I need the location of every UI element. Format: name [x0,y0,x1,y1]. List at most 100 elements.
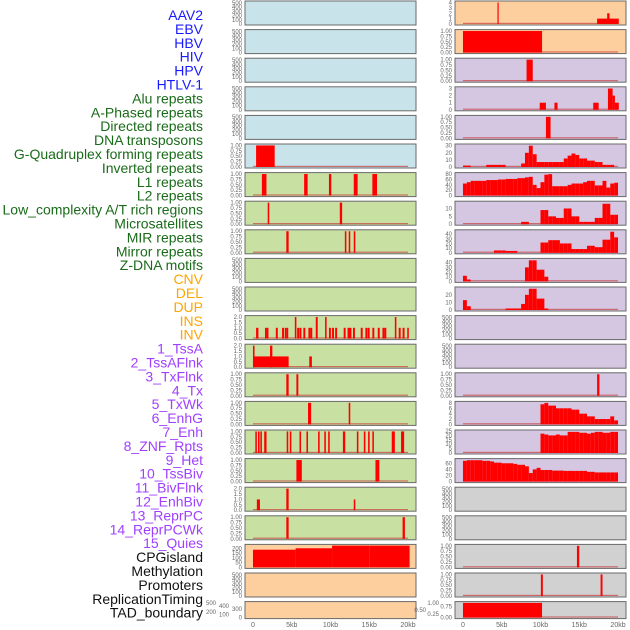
track-panel: 0.000.250.500.751.00 [230,401,417,428]
track-label: Promoters [138,577,203,593]
y-tick-label: 1.0 [234,326,243,332]
data-bar [579,183,584,196]
y-tick-label: 60 [445,461,452,467]
y-tick-label: 1.00 [230,515,242,521]
data-bar [556,186,560,196]
data-bar [462,165,467,167]
y-tick-label: 0.75 [440,549,452,555]
data-bar [544,174,549,196]
track-panel: 0.000.250.500.751.00 [440,58,627,85]
data-bar [353,499,356,511]
y-tick-label: 0.50 [230,154,242,160]
y-tick-label: 0.00 [440,51,452,57]
data-bar [391,431,395,453]
data-bar [328,431,330,453]
data-bar [513,250,518,253]
data-bar [375,460,380,482]
y-tick-label: 500 [232,58,243,64]
y-tick-label: 1.00 [440,58,452,64]
data-bar [501,463,506,482]
data-bar [501,164,506,167]
y-tick-label: 2.0 [234,487,243,493]
data-bar [360,327,363,339]
y-tick-label: 10 [445,442,452,448]
data-bar [256,145,275,167]
y-tick-label: 0.50 [230,469,242,475]
data-bar [505,308,510,310]
data-bar [548,469,553,482]
data-bar [579,249,584,253]
track-label: L2 repeats [137,188,203,204]
y-tick-label: 0.50 [414,608,426,614]
y-tick-label: 400 [232,34,243,40]
data-bar [583,413,588,425]
y-tick-label: 0.50 [440,555,452,561]
data-bar [552,240,557,253]
track-label: MIR repeats [127,229,203,245]
track-panel: 0.000.250.500.751.00 [440,572,627,600]
y-tick-label: 0 [239,594,243,600]
y-tick-label: 50 [235,561,242,567]
data-bar [286,327,289,339]
data-bar [567,470,572,482]
y-tick-label: 200 [442,528,453,534]
track-label: 11_BivFlnk [135,480,204,496]
track-label: 15_Quies [143,535,203,551]
y-tick-label: 300 [232,295,243,301]
track-panel: 0.000.250.500.751.00 [230,372,417,400]
data-bar [540,182,545,196]
y-tick-label: 100 [442,361,453,367]
data-bar [509,308,514,310]
data-bar [598,419,603,425]
y-tick-label: 0.75 [230,463,242,469]
data-bar [590,432,595,453]
y-tick-label: 0 [239,108,243,114]
y-tick-label: 40 [445,261,452,267]
data-bar [532,184,537,196]
track-label: DNA transposons [94,132,203,148]
data-bar [556,217,560,225]
y-tick-label: 0.25 [230,188,242,194]
data-bar [497,164,502,167]
y-tick-label: 0.0 [234,508,243,514]
data-bar [567,155,572,167]
data-bar [571,249,576,253]
y-tick-label: 200 [232,14,243,20]
y-tick-label: 0.25 [427,612,439,618]
panel-background [454,114,627,140]
data-bar [563,243,568,253]
data-bar [524,267,529,282]
data-bar [344,231,347,253]
y-tick-label: 0.50 [440,383,452,389]
zero-baseline [252,537,409,539]
data-bar [528,288,533,310]
data-bar [497,179,502,196]
data-bar [267,202,270,225]
y-tick-label: 200 [206,610,217,616]
y-tick-label: 0 [449,451,453,457]
data-bar [462,183,467,196]
data-bar [544,276,549,282]
data-bar [501,179,506,196]
data-bar [610,231,615,253]
data-bar [610,183,615,196]
data-bar [339,202,343,225]
y-tick-label: 300 [232,67,243,73]
y-tick-label: 0.00 [230,480,242,486]
y-tick-label: 300 [442,496,453,502]
y-tick-label: 1.5 [234,320,243,326]
track-panel: 0.00.51.01.52.0 [234,487,417,514]
track-panel: 0.000.250.500.751.00 [230,458,417,486]
data-bar [462,460,467,482]
data-bar [548,435,553,453]
panel-background [454,372,627,398]
data-bar [598,185,603,196]
y-tick-label: 0 [449,251,453,257]
track-label: 12_EnhBiv [135,494,203,510]
y-tick-label: 30 [445,237,452,243]
y-tick-label: 0.50 [230,183,242,189]
zero-baseline [462,394,619,396]
y-tick-label: 20 [445,473,452,479]
